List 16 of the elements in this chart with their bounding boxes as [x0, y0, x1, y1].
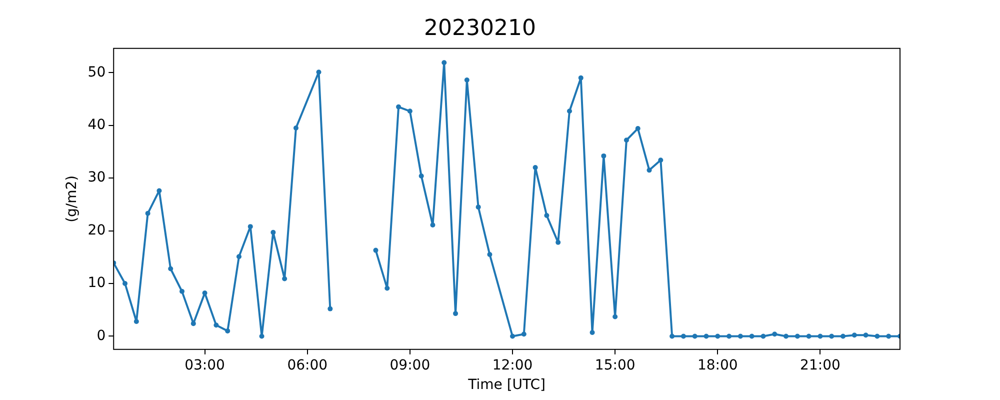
- y-axis-title: (g/m2): [64, 175, 80, 222]
- x-tick-label: 03:00: [184, 357, 225, 374]
- x-axis-title: Time [UTC]: [467, 377, 546, 394]
- y-tick-label: 10: [88, 275, 106, 292]
- x-tick-label: 09:00: [390, 357, 430, 374]
- y-tick-label: 50: [88, 64, 106, 80]
- y-tick-label: 0: [96, 328, 106, 344]
- x-tick-label: 15:00: [594, 357, 636, 374]
- x-tick-label: 06:00: [287, 357, 328, 374]
- y-tick-label: 30: [88, 170, 106, 186]
- x-tick-label: 21:00: [800, 357, 840, 374]
- chart-title: 20230210: [424, 16, 536, 41]
- y-tick-label: 40: [88, 117, 106, 134]
- y-tick-label: 20: [88, 222, 106, 238]
- x-tick-label: 18:00: [697, 357, 738, 374]
- x-tick-label: 12:00: [492, 357, 533, 374]
